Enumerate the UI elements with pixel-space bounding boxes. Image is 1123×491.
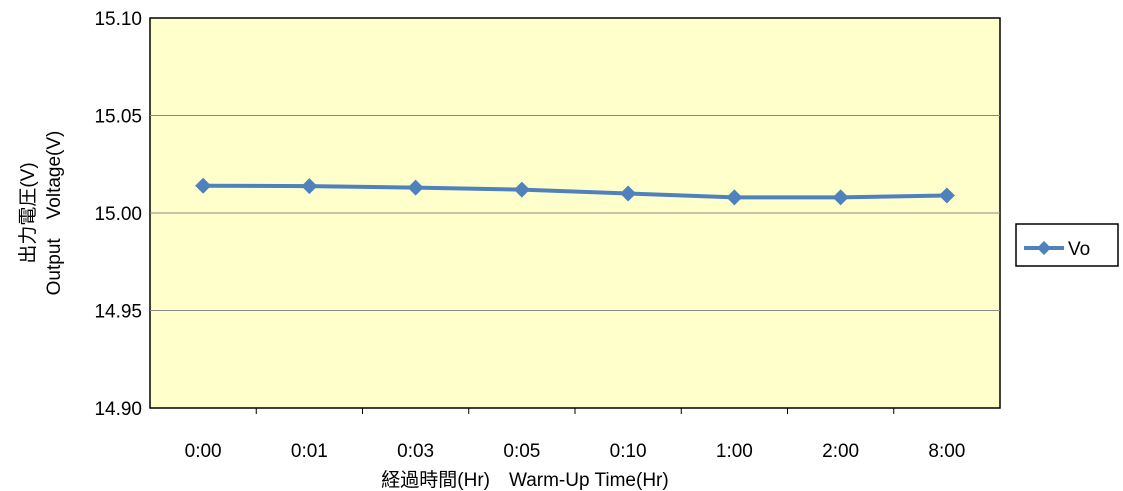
data-point: [407, 179, 424, 196]
x-tick-label: 0:00: [185, 441, 222, 462]
legend: Vo: [1015, 223, 1119, 267]
y-axis-labels: 15.10 15.05 15.00 14.95 14.90: [94, 9, 142, 420]
y-axis-title-line1: 出力電圧(V): [17, 162, 39, 263]
data-point: [726, 189, 743, 206]
series-group: [203, 183, 947, 200]
data-point: [301, 178, 318, 195]
y-tick-label: 15.05: [94, 107, 142, 128]
data-point: [195, 177, 212, 194]
x-axis-labels: 0:00 0:01 0:03 0:05 0:10 1:00 2:00 8:00: [185, 441, 966, 462]
legend-box: [1015, 223, 1119, 267]
y-tick-label: 14.90: [94, 399, 142, 420]
x-tick-label: 0:10: [610, 441, 647, 462]
series-line-vo: [203, 183, 947, 200]
y-tick-label: 15.00: [94, 204, 142, 225]
data-point: [832, 189, 849, 206]
y-tick-label: 15.10: [94, 9, 142, 30]
series-markers: [195, 177, 955, 206]
x-tick-label: 1:00: [716, 441, 753, 462]
x-tick-label: 0:03: [397, 441, 434, 462]
y-tick-label: 14.95: [94, 302, 142, 323]
x-axis-ticks: [255, 408, 895, 414]
data-point: [620, 185, 637, 202]
x-tick-label: 2:00: [822, 441, 859, 462]
x-tick-label: 8:00: [928, 441, 965, 462]
x-tick-label: 0:01: [291, 441, 328, 462]
data-point: [513, 181, 530, 198]
data-point: [938, 187, 955, 204]
x-tick-label: 0:05: [503, 441, 540, 462]
x-axis-title: 経過時間(Hr) Warm-Up Time(Hr): [381, 469, 668, 491]
grid-lines: [150, 115, 1000, 311]
y-axis-title: 出力電圧(V) Output Voltage(V): [17, 131, 65, 296]
y-axis-title-line2: Output Voltage(V): [44, 131, 65, 296]
legend-label: Vo: [1068, 239, 1090, 260]
legend-marker: [1037, 241, 1051, 255]
